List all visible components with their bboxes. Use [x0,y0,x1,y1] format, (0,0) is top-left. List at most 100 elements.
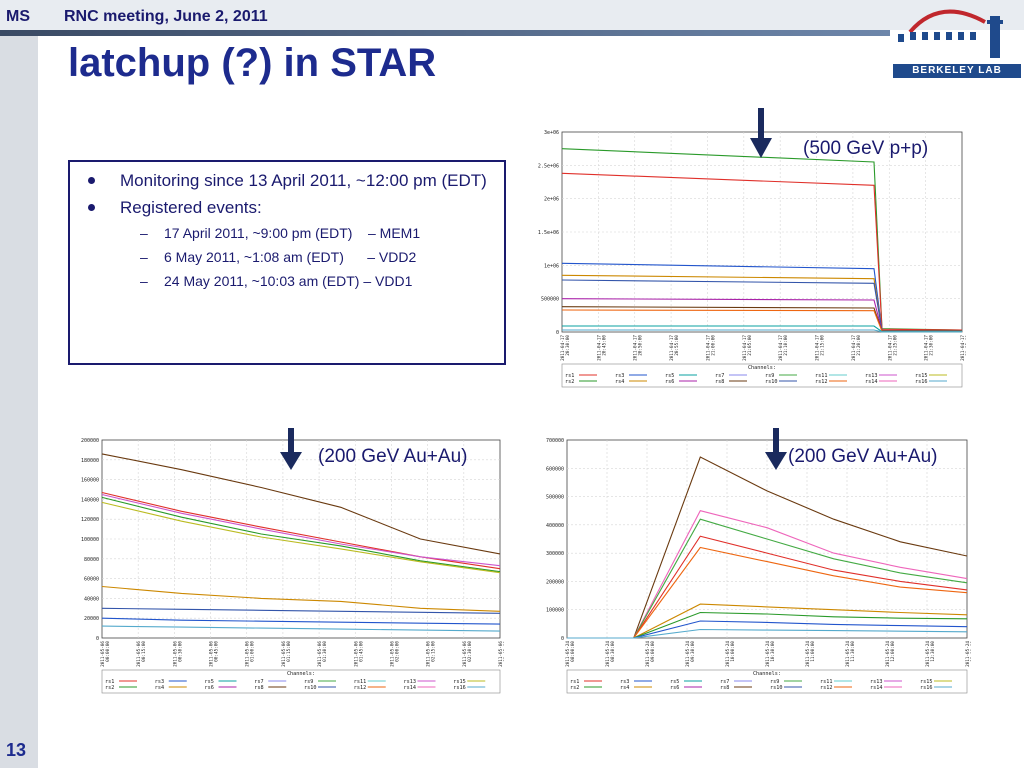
chart-200gev-auau-may6: 0 20000 40000 60000 80000 100000 120000 140000 1… [70,436,504,694]
legend [561,363,963,388]
legend-label-rs5: rs5 [670,679,679,685]
y-tick-label: 200000 [546,579,564,585]
dash-icon: – [140,225,148,241]
series-line-rs13 [101,493,501,567]
legend-label-rs15: rs15 [920,679,933,685]
content-corner [38,92,108,162]
x-tick-label: 2011-05-2411:30:00 [845,641,856,667]
sub-bullet-item: –24 May 2011, ~10:03 am (EDT) – VDD1 [80,272,500,290]
legend-label-rs1: rs1 [570,679,579,685]
down-arrow-icon [765,428,787,470]
legend-label-rs11: rs11 [820,679,833,685]
berkeley-lab-logo [898,9,1003,58]
legend-label-rs8: rs8 [254,685,263,691]
legend-label-rs2: rs2 [570,685,579,691]
x-tick-label: 2011-04-1721:10:00 [778,335,789,361]
x-tick-label: 2011-05-2412:00:00 [885,641,896,667]
y-tick-label: 180000 [81,458,99,464]
title-area [38,36,1024,92]
legend-label-rs14: rs14 [865,379,878,385]
x-tick-label: 2011-05-2408:00:00 [565,641,576,667]
x-tick-label: 2011-04-1720:30:00 [560,335,571,361]
y-tick-label: 500000 [541,297,559,303]
x-tick-label: 2011-04-1721:15:00 [815,335,826,361]
series-line-rs15 [101,501,501,574]
y-tick-label: 0 [561,636,564,642]
slide-title: latchup (?) in STAR [68,41,437,85]
legend-label-rs1: rs1 [105,679,114,685]
summary-box: Monitoring since 13 April 2011, ~12:00 p… [68,160,506,365]
series-line-rs10 [101,607,501,614]
legend-label-rs13: rs13 [870,679,883,685]
legend-label-rs6: rs6 [205,685,214,691]
legend-label-rs7: rs7 [720,679,729,685]
left-margin [0,36,38,768]
header-stripe [0,30,890,36]
legend [566,669,968,694]
legend-label-rs16: rs16 [453,685,466,691]
annotation-200gev-2: (200 GeV Au+Au) [788,446,938,467]
x-tick-label: 2011-04-1720:55:00 [669,335,680,361]
x-tick-label: 2011-05-2409:00:00 [645,641,656,667]
series-line-rs16 [101,625,501,632]
logo-text: BERKELEY LAB [893,64,1021,78]
series-line-rs3 [101,617,501,625]
legend-label-rs2: rs2 [105,685,114,691]
x-tick-label: 2011-05-2412:30:00 [925,641,936,667]
legend-label-rs10: rs10 [304,685,317,691]
sub-bullet-text: 17 April 2011, ~9:00 pm (EDT) – MEM1 [164,225,421,241]
y-tick-label: 400000 [546,523,564,529]
legend-label-rs12: rs12 [354,685,367,691]
series-line-rs2 [101,496,501,573]
y-tick-label: 20000 [84,616,99,622]
x-tick-label: 2011-04-1721:05:00 [742,335,753,361]
y-tick-label: 40000 [84,596,99,602]
plot-area [101,439,501,639]
x-tick-label: 2011-05-0600:15:00 [136,641,147,667]
legend-label-rs3: rs3 [620,679,629,685]
legend-title: Channels: [748,365,776,371]
page-number: 13 [6,740,27,760]
y-tick-label: 60000 [84,577,99,583]
y-tick-label: 140000 [81,497,99,503]
bullet-icon [88,177,95,184]
legend-label-rs14: rs14 [404,685,417,691]
legend-label-rs6: rs6 [665,379,674,385]
legend-label-rs15: rs15 [453,679,466,685]
sub-bullet-text: 24 May 2011, ~10:03 am (EDT) – VDD1 [164,273,413,289]
x-tick-label: 2011-05-0601:30:00 [317,641,328,667]
legend-label-rs9: rs9 [765,373,774,379]
y-tick-label: 120000 [81,517,99,523]
legend-label-rs7: rs7 [715,373,724,379]
legend-label-rs6: rs6 [670,685,679,691]
y-tick-label: 100000 [546,608,564,614]
bullet-item: Registered events: [80,197,500,218]
legend-title: Channels: [753,671,781,677]
y-tick-label: 160000 [81,478,99,484]
legend-label-rs13: rs13 [865,373,878,379]
y-tick-label: 3e+06 [544,130,559,136]
x-tick-label: 2011-04-1721:35:00 [960,335,966,361]
legend-label-rs4: rs4 [155,685,164,691]
series-line-rs1 [561,172,963,331]
x-tick-label: 2011-05-0602:15:00 [426,641,437,667]
series-line-rs16 [567,628,968,639]
legend-label-rs14: rs14 [870,685,883,691]
x-tick-label: 2011-05-2410:00:00 [725,641,736,667]
annotation-200gev-1: (200 GeV Au+Au) [318,446,468,467]
annotation-500gev: (500 GeV p+p) [803,138,929,159]
y-tick-label: 0 [556,330,559,336]
x-tick-label: 2011-05-0600:00:00 [100,641,111,667]
series-line-rs8 [101,453,501,555]
x-tick-label: 2011-05-2408:30:00 [605,641,616,667]
legend-label-rs12: rs12 [815,379,828,385]
bullet-list: Monitoring since 13 April 2011, ~12:00 p… [80,170,500,296]
y-tick-label: 100000 [81,537,99,543]
legend-label-rs9: rs9 [770,679,779,685]
x-tick-label: 2011-05-0601:00:00 [245,641,256,667]
legend-label-rs15: rs15 [915,373,928,379]
bullet-text: Registered events: [120,198,262,217]
y-tick-label: 200000 [81,438,99,444]
bullet-text: Monitoring since 13 April 2011, ~12:00 p… [120,171,487,190]
legend-label-rs4: rs4 [615,379,624,385]
